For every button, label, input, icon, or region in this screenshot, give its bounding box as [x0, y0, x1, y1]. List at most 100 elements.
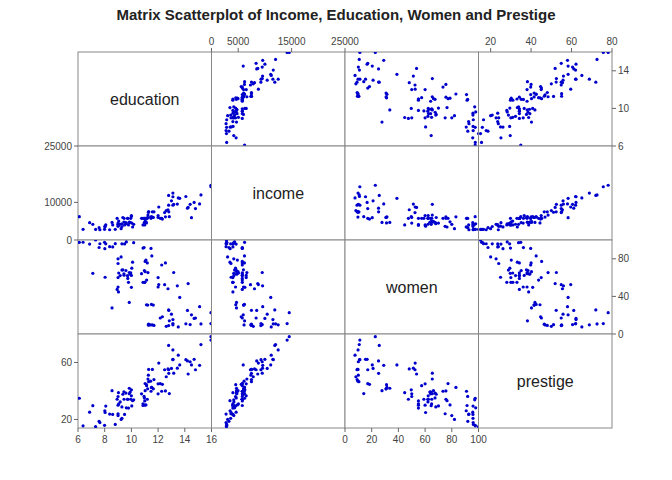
point [358, 185, 361, 188]
point [353, 196, 356, 199]
point [529, 93, 532, 96]
point [94, 228, 97, 231]
point [555, 210, 558, 213]
point [160, 217, 163, 220]
point [506, 240, 509, 243]
tick-label: 12 [153, 434, 165, 445]
point [231, 391, 234, 394]
point [193, 201, 196, 204]
point [243, 388, 246, 391]
point [233, 268, 236, 271]
point [374, 335, 377, 338]
point [266, 367, 269, 370]
point [286, 339, 289, 342]
point [567, 73, 570, 76]
point [232, 257, 235, 260]
point [371, 363, 374, 366]
point [358, 193, 361, 196]
tick [74, 419, 78, 420]
point [526, 215, 529, 218]
point [146, 261, 149, 264]
point [525, 272, 528, 275]
point [146, 387, 149, 390]
point [161, 217, 164, 220]
point [124, 269, 127, 272]
point [580, 74, 583, 77]
tick-label: 10 [618, 103, 630, 114]
point [130, 221, 133, 224]
point [529, 247, 532, 250]
point [574, 318, 577, 321]
panel [345, 146, 480, 240]
point [249, 95, 252, 98]
point [562, 74, 565, 77]
point [81, 424, 84, 427]
point [567, 296, 570, 299]
point [408, 208, 411, 211]
point [358, 358, 361, 361]
point [499, 221, 502, 224]
point [491, 242, 494, 245]
point [403, 223, 406, 226]
point [250, 372, 253, 375]
point [511, 271, 514, 274]
point [471, 417, 474, 420]
point [249, 83, 252, 86]
point [277, 78, 280, 81]
point [479, 240, 482, 242]
tick-label: 10000 [44, 197, 72, 208]
point [126, 398, 129, 401]
tick-label: 40 [393, 434, 405, 445]
point [518, 271, 521, 274]
point [186, 207, 189, 210]
point [252, 82, 255, 85]
point [104, 225, 107, 228]
point [412, 74, 415, 77]
panel-frame [479, 240, 613, 334]
point [453, 227, 456, 230]
point [444, 225, 447, 228]
tick [74, 202, 78, 203]
point [110, 306, 113, 309]
point [171, 191, 174, 194]
point [441, 85, 444, 88]
point [371, 65, 374, 68]
point [172, 271, 175, 274]
point [560, 324, 563, 327]
point [224, 412, 227, 415]
point [428, 391, 431, 394]
point [430, 217, 433, 220]
point [250, 309, 253, 312]
point [385, 96, 388, 99]
point [523, 274, 526, 277]
point [225, 240, 228, 242]
point [496, 112, 499, 115]
point [410, 88, 413, 91]
tick-label: 25000 [44, 141, 72, 152]
point [167, 194, 170, 197]
point [377, 67, 380, 70]
point [186, 359, 189, 362]
point [550, 325, 553, 328]
point [190, 216, 193, 219]
point [554, 206, 557, 209]
point [353, 74, 356, 77]
point [189, 323, 192, 326]
point [81, 228, 84, 231]
point [523, 214, 526, 217]
point [245, 95, 248, 98]
point [235, 120, 238, 123]
point [187, 206, 190, 209]
point [525, 88, 528, 91]
point [224, 245, 227, 248]
point [560, 211, 563, 214]
point [489, 227, 492, 230]
point [466, 98, 469, 101]
point [522, 285, 525, 288]
point [482, 242, 485, 245]
point [489, 114, 492, 117]
point [555, 203, 558, 206]
point [509, 217, 512, 220]
point [255, 67, 258, 70]
point [78, 397, 81, 400]
